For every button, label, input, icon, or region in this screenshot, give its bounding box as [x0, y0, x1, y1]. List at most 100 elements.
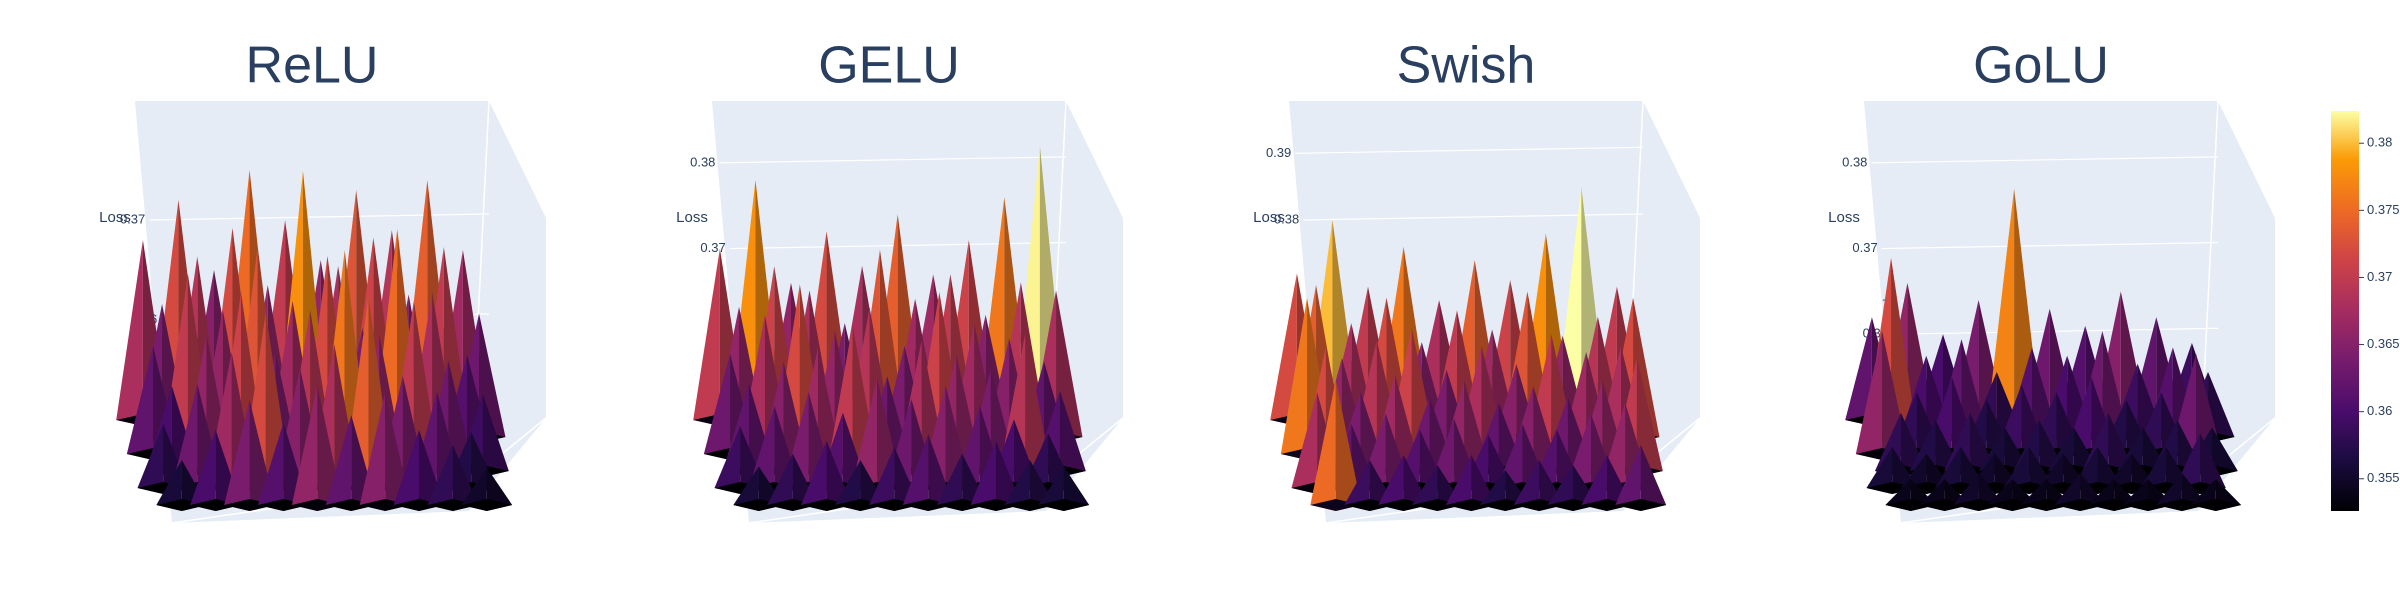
- spike-face: [801, 440, 827, 511]
- spike-face: [868, 499, 920, 511]
- z-tick-label: 0.39: [1266, 145, 1291, 160]
- spike-face: [1335, 380, 1362, 511]
- spike-face: [461, 467, 487, 511]
- spike-face: [224, 400, 250, 511]
- z-tick-label: 0.37: [120, 211, 145, 226]
- colorbar-tick-label: 0.37: [2367, 269, 2392, 284]
- spike-face: [835, 460, 861, 511]
- spike-face: [190, 430, 216, 511]
- spike-face: [748, 405, 775, 494]
- spike-face: [1987, 499, 2038, 511]
- grid-line: [1295, 146, 1644, 154]
- chart-title: GELU: [818, 37, 960, 95]
- spike-face: [258, 422, 284, 511]
- spike-face: [1547, 465, 1573, 511]
- spike-face: [486, 467, 513, 511]
- spike-face: [126, 346, 154, 460]
- spike-face: [1344, 460, 1370, 511]
- colorbar-tick-label: 0.375: [2367, 202, 2400, 217]
- spike-face: [325, 415, 352, 511]
- spike-face: [767, 453, 793, 511]
- chart-title: ReLU: [246, 37, 379, 95]
- z-tick-label: 0.38: [1842, 154, 1867, 169]
- spike-face: [1378, 499, 1429, 511]
- z-axis-label: Loss: [676, 209, 708, 226]
- z-tick-label: 0.37: [1852, 240, 1877, 255]
- z-tick-label: 0.38: [690, 154, 715, 169]
- grid-line: [1303, 213, 1644, 221]
- colorbar-tick-label: 0.365: [2367, 336, 2400, 351]
- spike-face: [970, 440, 996, 511]
- colorbar-tick-label: 0.36: [2367, 403, 2392, 418]
- spike-face: [1581, 455, 1607, 511]
- z-axis-label: Loss: [1253, 209, 1285, 226]
- spike-face: [693, 248, 720, 426]
- surface-spike: [2190, 479, 2242, 511]
- surface-spike: [1615, 445, 1667, 511]
- spike-face: [714, 426, 741, 494]
- spike-face: [1445, 455, 1472, 511]
- spike-face: [2200, 433, 2226, 494]
- spike-face: [1310, 380, 1336, 511]
- spike-face: [291, 385, 318, 511]
- z-axis-label: Loss: [99, 209, 131, 226]
- colorbar: [2331, 111, 2359, 511]
- z-tick-label: 0.38: [1274, 211, 1299, 226]
- spike-face: [2054, 499, 2106, 511]
- spike-face: [482, 394, 509, 477]
- spike-face: [2196, 353, 2223, 460]
- spike-face: [2122, 499, 2174, 511]
- spike-face: [427, 499, 479, 511]
- spike-face: [1270, 273, 1297, 426]
- chart-title: Swish: [1397, 37, 1536, 95]
- spike-face: [461, 499, 513, 511]
- spike-face: [733, 466, 759, 511]
- spike-face: [1855, 330, 1883, 460]
- spike-face: [1891, 257, 1918, 443]
- spike-face: [116, 240, 143, 426]
- spike-face: [1513, 460, 1540, 511]
- surface-spike: [1445, 455, 1497, 511]
- spike-face: [703, 353, 731, 460]
- spike-face: [137, 482, 189, 494]
- spike-face: [1063, 466, 1090, 511]
- spike-face: [137, 424, 164, 494]
- spike-face: [801, 499, 852, 511]
- spike-face: [936, 499, 988, 511]
- spike-face: [1934, 446, 1961, 494]
- spike-face: [1636, 357, 1663, 477]
- surface-spike: [1038, 466, 1090, 511]
- chart-title: GoLU: [1973, 37, 2109, 95]
- spike-face: [1987, 188, 2015, 426]
- surface-spike: [1310, 380, 1362, 511]
- spike-face: [970, 499, 1022, 511]
- spike-face: [1412, 499, 1463, 511]
- grid-line: [719, 156, 1067, 164]
- spike-face: [2211, 427, 2238, 477]
- spike-face: [156, 499, 208, 511]
- spike-face: [1615, 499, 1667, 511]
- spike-face: [1496, 482, 1549, 494]
- spike-face: [1059, 390, 1086, 477]
- colorbar-tick-label: 0.355: [2367, 470, 2400, 485]
- spike-face: [1412, 465, 1438, 511]
- grid-line: [149, 213, 490, 221]
- spike-face: [1845, 317, 1872, 426]
- grid-line: [1871, 156, 2219, 164]
- surface-spike: [461, 467, 513, 511]
- spike-face: [1615, 445, 1641, 511]
- spike-face: [2020, 499, 2072, 511]
- spike-face: [1038, 466, 1064, 511]
- spike-face: [1953, 499, 2004, 511]
- spike-face: [1038, 499, 1090, 511]
- spike-face: [359, 499, 411, 511]
- spike-face: [427, 445, 453, 511]
- spike-face: [1640, 445, 1667, 511]
- spike-face: [1280, 298, 1308, 460]
- spike-face: [902, 434, 929, 511]
- spike-face: [1291, 392, 1318, 494]
- spike-face: [1378, 455, 1404, 511]
- spike-face: [359, 392, 386, 511]
- spike-face: [2190, 499, 2242, 511]
